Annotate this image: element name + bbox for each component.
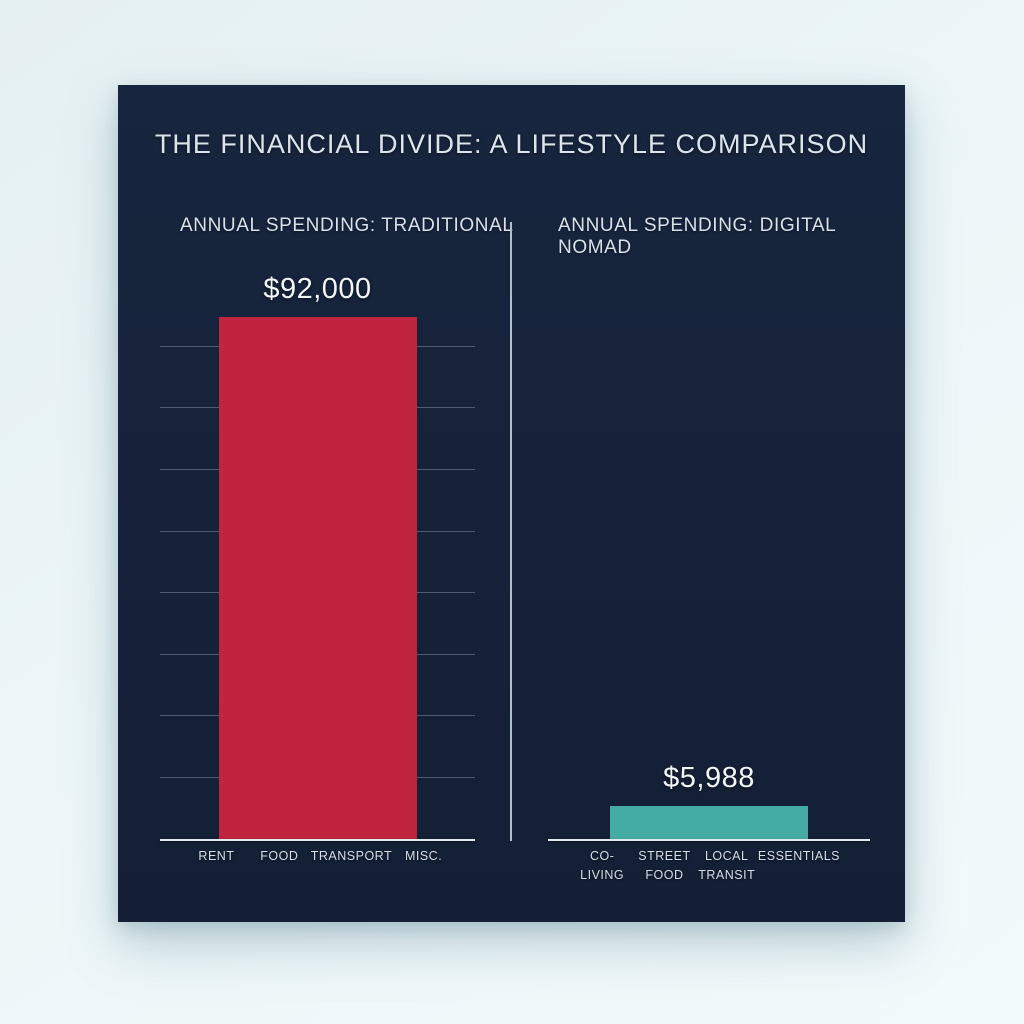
nomad-category-labels: CO-LIVING STREET FOOD LOCAL TRANSIT ESSE…	[571, 847, 840, 886]
traditional-x-axis	[160, 839, 475, 841]
category-label-essentials: ESSENTIALS	[757, 849, 841, 863]
traditional-chart: $92,000	[160, 85, 475, 841]
nomad-chart-title: ANNUAL SPENDING: DIGITAL NOMAD	[558, 215, 836, 258]
traditional-bar	[218, 317, 417, 840]
category-label-food: FOOD	[260, 849, 299, 863]
category-label-coliving: CO-LIVING	[580, 849, 625, 883]
traditional-value-label: $92,000	[263, 273, 372, 305]
category-label-misc: MISC.	[404, 849, 443, 863]
nomad-bar	[610, 806, 808, 840]
nomad-value-label: $5,988	[663, 762, 755, 794]
comparison-card: THE FINANCIAL DIVIDE: A LIFESTYLE COMPAR…	[118, 85, 905, 922]
category-label-transport: TRANSPORT	[310, 849, 393, 863]
traditional-chart-title: ANNUAL SPENDING: TRADITIONAL	[180, 215, 514, 236]
category-label-streetfood: STREET FOOD	[638, 849, 691, 883]
page-title: THE FINANCIAL DIVIDE: A LIFESTYLE COMPAR…	[154, 129, 869, 159]
nomad-x-axis	[548, 839, 870, 841]
nomad-chart: $5,988	[548, 85, 870, 841]
panel-divider	[510, 222, 512, 841]
category-label-rent: RENT	[198, 849, 235, 863]
traditional-category-labels: RENT FOOD TRANSPORT MISC.	[185, 847, 455, 866]
nomad-gridlines	[548, 85, 870, 840]
category-label-localtransit: LOCAL TRANSIT	[698, 849, 756, 883]
